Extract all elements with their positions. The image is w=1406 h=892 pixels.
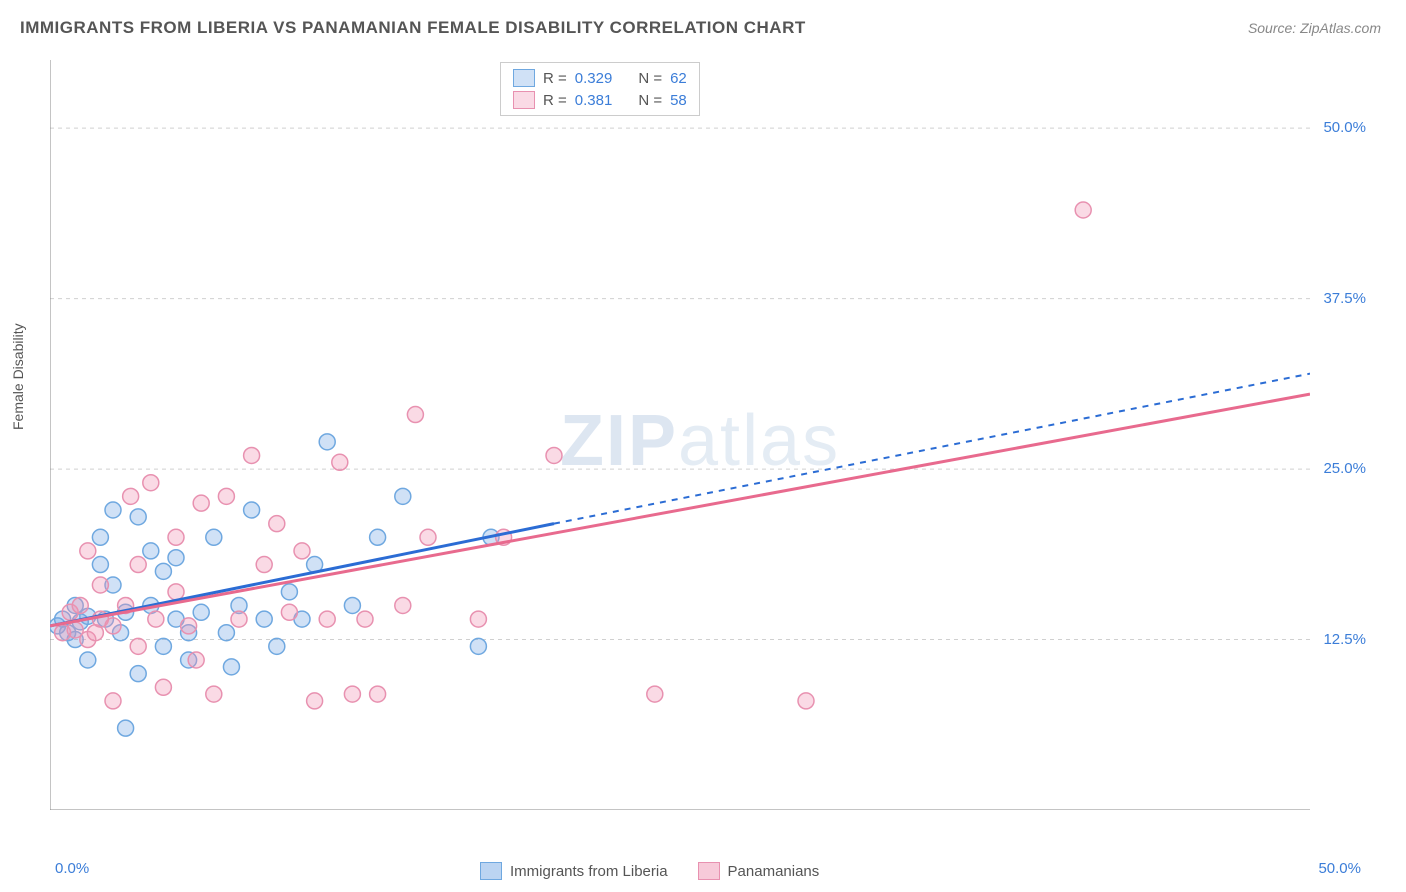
y-tick-label: 37.5% [1323,290,1366,307]
x-axis-min-label: 0.0% [55,860,89,877]
scatter-plot [50,60,1310,810]
stats-legend: R = 0.329 N = 62 R = 0.381 N = 58 [500,62,700,116]
swatch-panamanians [698,862,720,880]
stats-row-series1: R = 0.329 N = 62 [513,67,687,89]
source-label: Source: ZipAtlas.com [1248,20,1381,36]
legend-item-panamanians: Panamanians [698,862,820,880]
x-axis-max-label: 50.0% [1318,860,1361,877]
stats-row-series2: R = 0.381 N = 58 [513,89,687,111]
y-tick-label: 25.0% [1323,460,1366,477]
chart-container: IMMIGRANTS FROM LIBERIA VS PANAMANIAN FE… [0,0,1406,892]
swatch-series1 [513,69,535,87]
y-tick-label: 50.0% [1323,119,1366,136]
legend-item-liberia: Immigrants from Liberia [480,862,668,880]
y-axis-label: Female Disability [10,323,26,430]
swatch-series2 [513,91,535,109]
series-legend: Immigrants from Liberia Panamanians [480,862,819,880]
y-tick-label: 12.5% [1323,631,1366,648]
swatch-liberia [480,862,502,880]
chart-title: IMMIGRANTS FROM LIBERIA VS PANAMANIAN FE… [20,18,806,38]
